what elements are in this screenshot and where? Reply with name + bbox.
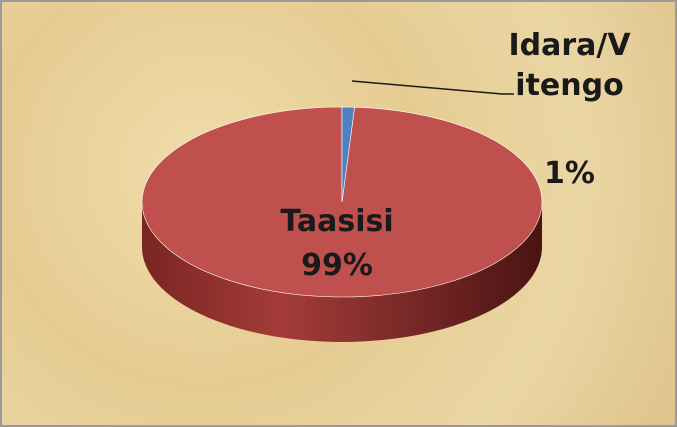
pie-side [142,202,542,342]
slice-label: Taasisi [280,204,394,239]
slice-value-label: 99% [301,248,373,283]
leader-line [351,80,514,95]
pie-slice [341,106,355,203]
slice-value-label: 1% [544,156,595,191]
slice-label: Idara/Vitengo [508,28,631,103]
